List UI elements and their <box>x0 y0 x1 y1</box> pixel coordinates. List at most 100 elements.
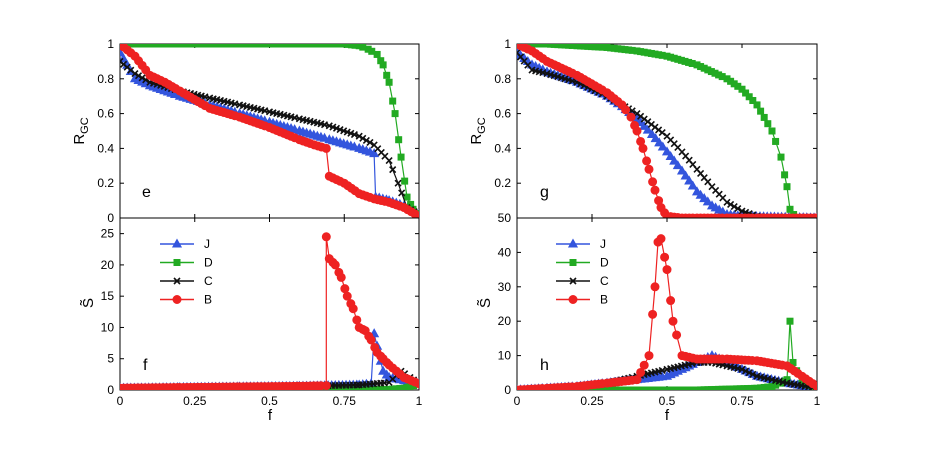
panel-f-xtick-label: 0.75 <box>333 394 357 408</box>
series-j-point <box>657 141 668 151</box>
series-d-point <box>159 44 167 48</box>
series-d-point <box>219 44 227 48</box>
series-d-point <box>317 44 325 48</box>
legend-j-label: J <box>204 237 210 251</box>
series-d-point <box>310 44 318 48</box>
series-b-point <box>626 112 636 122</box>
series-d-point <box>680 386 688 390</box>
series-d-point <box>768 127 776 135</box>
panel-h-ytick-label: 0 <box>504 383 511 397</box>
series-d-point <box>328 44 336 48</box>
series-d-point <box>655 386 663 390</box>
series-b-point <box>656 234 666 244</box>
series-d-point <box>226 44 234 48</box>
series-d-point <box>383 71 391 79</box>
series-d-point <box>749 97 757 105</box>
panel-f-ylabel: S̃ <box>80 298 97 308</box>
series-d-point <box>190 44 198 48</box>
series-d-point <box>155 44 163 48</box>
series-c-point <box>658 129 666 137</box>
panel-e-ytick-label: 0.4 <box>97 141 114 155</box>
series-d-point <box>397 153 405 161</box>
series-b-point <box>321 381 331 390</box>
series-d-point <box>658 386 666 390</box>
series-d-point <box>403 193 411 201</box>
series-c-point <box>389 166 397 174</box>
series-d-point <box>166 44 174 48</box>
series-b-point <box>336 272 346 282</box>
series-d-point <box>764 120 772 128</box>
series-d-point <box>623 386 631 390</box>
series-d-point <box>742 89 750 97</box>
series-d-point <box>208 44 216 48</box>
panel-f-xtick-label: 1 <box>416 394 423 408</box>
panel-e-ylabel: RGC <box>71 117 91 144</box>
series-d-point <box>257 44 265 48</box>
legend-b-label: B <box>600 293 608 307</box>
series-b-point <box>632 126 642 136</box>
series-d-point <box>335 44 343 48</box>
series-b-point <box>662 265 672 275</box>
series-d-point <box>328 386 336 390</box>
panel-e-letter: e <box>142 184 151 201</box>
series-b-point <box>639 360 649 370</box>
series-d-point <box>777 153 785 161</box>
series-d-point <box>321 44 329 48</box>
series-b-point <box>342 291 352 301</box>
series-d-point <box>176 44 184 48</box>
series-c-point <box>738 365 746 373</box>
legend-d-label: D <box>600 256 609 270</box>
series-d-point <box>665 386 673 390</box>
series-d-point <box>299 44 307 48</box>
panel-g-ytick-label: 50 <box>498 211 512 225</box>
panel-h-xlabel: f <box>665 407 670 424</box>
series-d-point <box>349 386 357 390</box>
panel-f-xlabel: f <box>268 407 273 424</box>
panel-g-letter: g <box>540 184 549 201</box>
panel-h-plot <box>517 234 817 390</box>
series-j-point <box>702 196 713 206</box>
series-d-point <box>786 317 794 325</box>
series-d-point <box>616 386 624 390</box>
panel-f-ytick-label: 20 <box>101 258 115 272</box>
series-b-point <box>648 177 658 187</box>
series-d-point <box>306 44 314 48</box>
series-j-point <box>646 128 658 138</box>
panel-g-ylabel-main: R <box>468 134 485 145</box>
panel-f-ytick-label: 10 <box>101 320 115 334</box>
series-b-point <box>636 367 646 377</box>
series-d-point <box>222 44 230 48</box>
series-d-point <box>757 107 765 115</box>
series-d-point <box>760 113 768 121</box>
series-d-point <box>373 50 381 58</box>
series-d-point <box>662 386 670 390</box>
series-b-point <box>330 260 340 270</box>
series-d-point <box>183 44 191 48</box>
series-d-point <box>197 44 205 48</box>
panel-h-xtick-label: 0.5 <box>659 394 676 408</box>
series-c-point <box>131 70 139 78</box>
series-b-point <box>352 315 362 325</box>
series-d-point <box>268 44 276 48</box>
legend-j-label: J <box>600 237 606 251</box>
series-b-point <box>650 185 660 195</box>
panel-h-xtick-label: 0.75 <box>730 394 754 408</box>
series-j-point <box>654 137 665 147</box>
series-j-point <box>676 165 688 175</box>
series-c-point <box>398 189 406 197</box>
series-d-point <box>391 110 399 118</box>
series-c-point <box>742 367 750 375</box>
series-d-point <box>289 44 297 48</box>
series-d-point <box>627 386 635 390</box>
series-d-point <box>687 386 695 390</box>
series-d-point <box>340 44 348 48</box>
series-b-point <box>650 282 660 292</box>
series-c-point <box>362 136 370 144</box>
series-d-point <box>786 205 794 213</box>
series-d-point <box>772 137 780 145</box>
series-d-point <box>738 85 746 93</box>
series-d-point <box>346 386 354 390</box>
